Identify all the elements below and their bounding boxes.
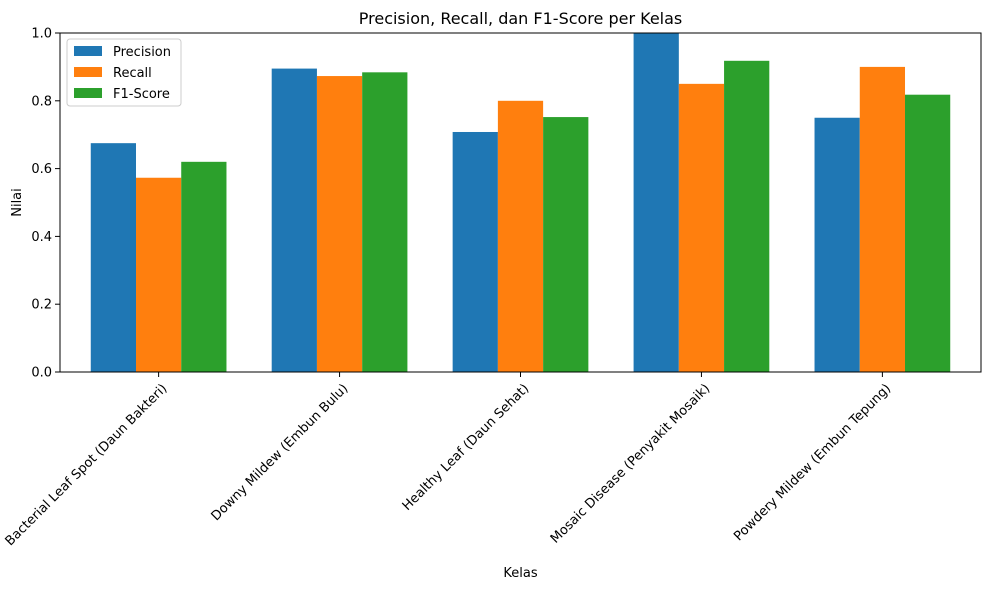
legend: Precision Recall F1-Score [66, 38, 182, 107]
y-axis: 0.0 0.2 0.4 0.6 0.8 1.0 [31, 27, 60, 381]
chart-title: Precision, Recall, dan F1-Score per Kela… [359, 9, 683, 28]
bar-precision-1 [271, 68, 317, 372]
bar-f1-score-1 [362, 72, 408, 372]
bar-f1-score-4 [905, 94, 951, 372]
bar-recall-3 [678, 83, 725, 372]
legend-swatch-f1-score [74, 88, 102, 98]
legend-swatch-recall [74, 67, 102, 77]
bar-f1-score-3 [724, 60, 770, 373]
bar-precision-2 [452, 131, 498, 372]
bar-recall-1 [316, 76, 363, 373]
x-tick-label: Bacterial Leaf Spot (Daun Bakteri) [3, 381, 171, 549]
bar-recall-2 [497, 100, 544, 373]
y-tick-label: 0.6 [31, 162, 52, 177]
y-tick-label: 1.0 [31, 27, 52, 42]
legend-label-recall: Recall [113, 66, 152, 81]
x-axis: Bacterial Leaf Spot (Daun Bakteri) Downy … [3, 372, 894, 549]
bar-precision-3 [633, 33, 679, 372]
legend-label-precision: Precision [113, 45, 171, 60]
x-axis-label: Kelas [503, 566, 537, 581]
bar-f1-score-0 [181, 161, 227, 372]
bar-f1-score-2 [543, 117, 589, 372]
bars-group [90, 33, 951, 373]
x-tick-label: Downy Mildew (Embun Bulu) [209, 381, 352, 524]
legend-swatch-precision [74, 46, 102, 56]
y-axis-label: Nilai [10, 188, 25, 217]
y-tick-label: 0.4 [31, 230, 52, 245]
x-tick-label: Healthy Leaf (Daun Sehat) [400, 381, 533, 514]
y-tick-label: 0.2 [31, 298, 52, 313]
bar-recall-0 [136, 177, 182, 372]
legend-label-f1-score: F1-Score [113, 87, 170, 102]
bar-precision-0 [90, 143, 136, 372]
x-tick-label: Mosaic Disease (Penyakit Mosaik) [548, 381, 713, 546]
x-tick-label: Powdery Mildew (Embun Tepung) [731, 381, 894, 544]
bar-precision-4 [814, 117, 860, 372]
y-tick-label: 0.8 [31, 94, 52, 109]
y-tick-label: 0.0 [31, 366, 52, 381]
bar-recall-4 [859, 66, 906, 373]
